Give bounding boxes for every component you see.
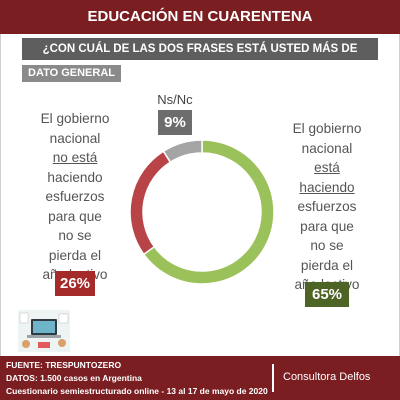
footer: FUENTE: TRESPUNTOZERO DATOS: 1.500 casos… <box>0 356 400 400</box>
footer-cuestionario: Cuestionario semiestructurado online - 1… <box>6 386 268 396</box>
phrase-line-emphasis: está <box>314 160 340 175</box>
phrase-line: no se <box>58 228 92 243</box>
phrase-line: El gobierno <box>292 121 362 136</box>
phrase-line-emphasis: haciendo <box>299 179 355 195</box>
nsnc-value-badge: 9% <box>158 110 192 135</box>
footer-fuente: FUENTE: TRESPUNTOZERO <box>6 360 122 370</box>
nsnc-label: Ns/Nc <box>157 92 193 107</box>
footer-datos: DATOS: 1.500 casos en Argentina <box>6 373 142 383</box>
question-bar: ¿CON CUÁL DE LAS DOS FRASES ESTÁ USTED M… <box>22 38 378 77</box>
phrase-line: nacional <box>301 140 353 156</box>
phrase-line: pierda el <box>300 257 354 273</box>
phrase-line: esfuerzos <box>45 189 105 204</box>
phrase-line: para que <box>300 218 354 234</box>
page-title: EDUCACIÓN EN CUARENTENA <box>0 0 400 34</box>
esta-value-badge: 65% <box>305 282 349 307</box>
phrase-line: nacional <box>49 130 101 146</box>
phrase-line: para que <box>48 208 102 224</box>
no-esta-phrase: El gobierno nacional no está haciendo es… <box>28 109 122 285</box>
laptop-desk-illustration-icon <box>18 310 70 352</box>
phrase-line: no se <box>310 238 344 253</box>
phrase-line: pierda el <box>48 247 102 263</box>
footer-separator <box>272 364 274 392</box>
phrase-line: esfuerzos <box>297 199 357 214</box>
esta-phrase: El gobierno nacional está haciendo esfue… <box>282 119 372 295</box>
phrase-line: haciendo <box>47 169 103 185</box>
phrase-line: El gobierno <box>40 111 110 126</box>
dato-general-tag: DATO GENERAL <box>22 65 121 82</box>
no-esta-value-badge: 26% <box>55 271 95 296</box>
phrase-line-emphasis: no está <box>52 150 98 165</box>
footer-brand: Consultora Delfos <box>283 371 371 383</box>
